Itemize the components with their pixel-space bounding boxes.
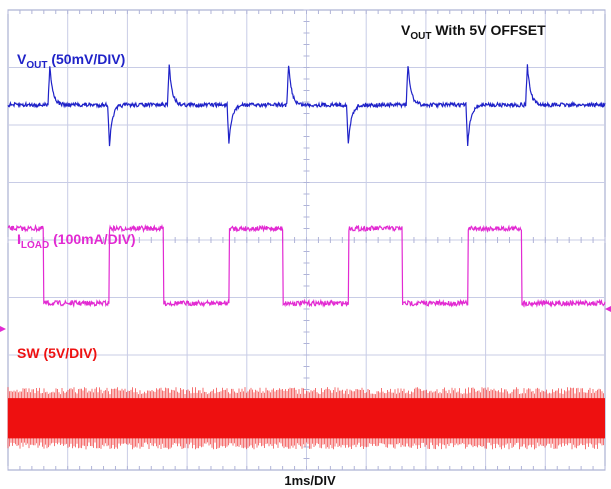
iload-trigger-marker <box>605 306 611 312</box>
iload-trace <box>7 223 606 309</box>
vout-series-label: VOUT (50mV/DIV) <box>17 51 125 71</box>
traces <box>7 64 606 450</box>
x-axis-label: 1ms/DIV <box>284 473 336 488</box>
iload-channel-marker <box>0 326 6 332</box>
sw-trace <box>7 387 604 450</box>
chart-title: VOUT With 5V OFFSET <box>401 22 546 42</box>
iload-series-label: ILOAD (100mA/DIV) <box>17 231 136 251</box>
sw-series-label: SW (5V/DIV) <box>17 345 97 361</box>
vout-trace <box>7 64 606 147</box>
